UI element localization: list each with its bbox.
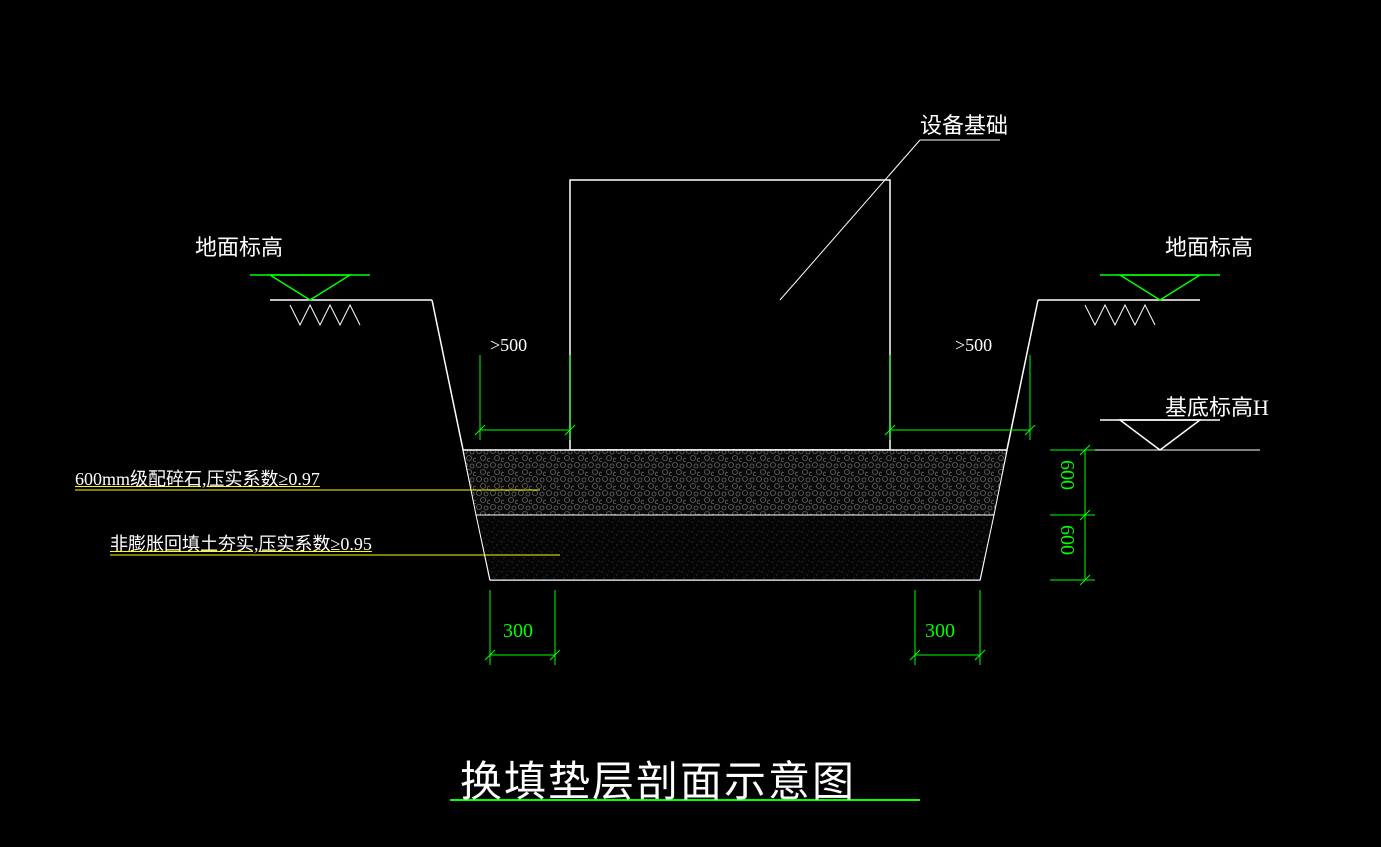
equipment-foundation: [570, 180, 890, 450]
ground-marker-right: [1100, 275, 1220, 300]
dim-500-left-label: >500: [490, 335, 527, 356]
dim-500-right: [885, 355, 1035, 440]
dim-500-left: [475, 355, 575, 440]
equipment-foundation-label: 设备基础: [920, 108, 1008, 140]
soil-layer: [476, 515, 994, 580]
diagram-title: 换填垫层剖面示意图: [460, 748, 856, 809]
diagram-svg: [0, 0, 1381, 847]
layer2-label: 非膨胀回填土夯实,压实系数≥0.95: [110, 530, 372, 556]
leader-equipment: [780, 140, 920, 300]
ground-hatch-right: [1085, 305, 1155, 325]
base-level-label: 基底标高H: [1165, 390, 1269, 422]
ground-level-right-label: 地面标高: [1165, 230, 1253, 262]
dim-600-bottom-label: 600: [1055, 525, 1078, 555]
ground-marker-left: [250, 275, 370, 300]
base-level-marker: [1050, 420, 1260, 450]
layer1-label: 600mm级配碎石,压实系数≥0.97: [75, 465, 320, 491]
dim-600-top-label: 600: [1055, 460, 1078, 490]
ground-hatch-left: [290, 305, 360, 325]
dim-500-right-label: >500: [955, 335, 992, 356]
dim-300-right-label: 300: [925, 620, 955, 643]
gravel-layer: [463, 450, 1007, 515]
ground-level-left-label: 地面标高: [195, 230, 283, 262]
dim-300-left-label: 300: [503, 620, 533, 643]
